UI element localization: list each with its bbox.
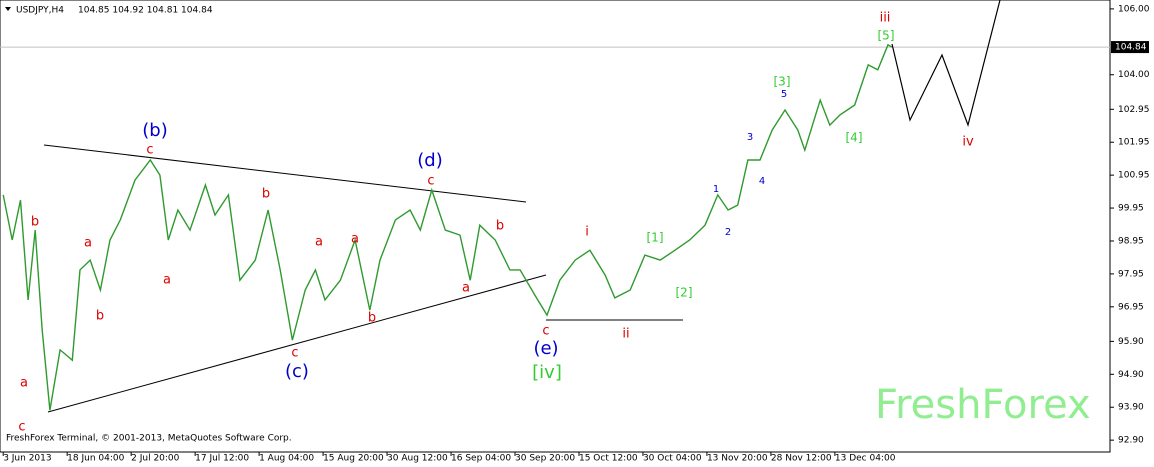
y-tick-label: 92.90 <box>1118 436 1144 446</box>
x-tick-label: 16 Sep 04:00 <box>451 454 511 464</box>
y-tick-label: 93.90 <box>1118 403 1144 413</box>
price-label: 104.84 <box>1115 43 1147 53</box>
x-tick-label: 15 Aug 20:00 <box>323 454 384 464</box>
ohlc: 104.85 104.92 104.81 104.84 <box>78 6 213 16</box>
x-tick-label: 30 Sep 20:00 <box>515 454 575 464</box>
y-tick-label: 96.95 <box>1118 302 1144 312</box>
wave-label: [5] <box>878 29 895 43</box>
wave-label: c <box>146 143 153 158</box>
y-tick-label: 98.95 <box>1118 236 1144 246</box>
wave-label: [iv] <box>532 362 562 383</box>
x-tick-label: 13 Nov 20:00 <box>707 454 768 464</box>
wave-label: [4] <box>846 131 863 145</box>
x-tick-label: 17 Jul 12:00 <box>195 454 249 464</box>
wave-label: 3 <box>747 132 753 143</box>
wave-label: (c) <box>285 361 309 382</box>
wave-label: (d) <box>417 150 442 171</box>
wave-label: [2] <box>676 286 693 300</box>
y-tick-label: 102.95 <box>1118 105 1150 115</box>
y-tick-label: 95.90 <box>1118 337 1144 347</box>
y-tick-label: 106.00 <box>1118 4 1150 14</box>
wave-label: (b) <box>142 120 167 141</box>
x-tick-label: 2 Jul 20:00 <box>131 454 180 464</box>
wave-label: iv <box>962 135 974 150</box>
wave-label: a <box>84 236 92 251</box>
wave-label: a <box>163 273 171 288</box>
x-tick-label: 18 Jun 04:00 <box>67 454 124 464</box>
wave-label: a <box>315 235 323 250</box>
price-line-series <box>2 43 893 411</box>
wave-label: b <box>368 311 376 326</box>
wave-label: c <box>427 174 434 189</box>
y-tick-label: 100.95 <box>1118 171 1150 181</box>
wave-label: a <box>462 281 470 296</box>
footer: FreshForex Terminal, © 2001-2013, MetaQu… <box>6 434 292 444</box>
price-box <box>1111 41 1149 54</box>
x-tick-label: 1 Aug 04:00 <box>259 454 314 464</box>
x-tick-label: 28 Nov 12:00 <box>771 454 832 464</box>
wave-label: (e) <box>533 338 558 359</box>
wave-label: 5 <box>781 89 787 100</box>
plot-area <box>0 0 1111 453</box>
wave-label: b <box>31 215 39 230</box>
wave-label: i <box>585 225 589 240</box>
y-tick-label: 101.95 <box>1118 138 1150 148</box>
wave-label: c <box>18 420 25 435</box>
wave-label: iii <box>880 11 891 26</box>
trend-line <box>47 274 547 413</box>
wave-label: b <box>262 187 270 202</box>
y-tick-label: 99.95 <box>1118 204 1144 214</box>
wave-label: c <box>542 324 549 339</box>
wave-label: 1 <box>713 184 719 195</box>
wave-label: c <box>291 346 298 361</box>
forecast-line <box>891 0 1001 128</box>
menu-arrow[interactable] <box>5 7 11 11</box>
x-tick-label: 15 Oct 12:00 <box>579 454 638 464</box>
x-tick-label: 30 Oct 04:00 <box>643 454 702 464</box>
x-tick-label: 3 Jun 2013 <box>3 454 51 464</box>
wave-label: 2 <box>725 227 731 238</box>
y-tick-label: 94.90 <box>1118 370 1144 380</box>
symbol: USDJPY,H4 <box>16 6 64 16</box>
wave-label: [3] <box>774 75 791 89</box>
y-tick-label: 97.95 <box>1118 269 1144 279</box>
wave-label: b <box>96 309 104 324</box>
wave-label: a <box>351 232 359 247</box>
x-tick-label: 13 Dec 04:00 <box>835 454 896 464</box>
trend-line <box>43 144 527 203</box>
wave-label: ii <box>622 327 629 342</box>
wave-label: 4 <box>759 176 765 187</box>
y-tick-label: 104.00 <box>1118 70 1150 80</box>
wave-label: b <box>496 219 504 234</box>
watermark: FreshForex <box>875 382 1091 428</box>
x-tick-label: 30 Aug 12:00 <box>387 454 448 464</box>
wave-label: a <box>20 376 28 391</box>
wave-label: [1] <box>647 231 664 245</box>
